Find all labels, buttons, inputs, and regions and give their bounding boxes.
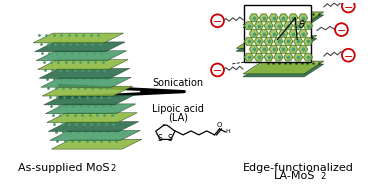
Circle shape (211, 64, 224, 76)
Text: Lipoic acid: Lipoic acid (152, 104, 204, 114)
FancyBboxPatch shape (244, 5, 311, 62)
Text: $-$: $-$ (336, 24, 347, 34)
Polygon shape (48, 122, 139, 131)
Polygon shape (254, 53, 263, 61)
Polygon shape (38, 60, 128, 69)
Text: $-$: $-$ (212, 15, 223, 25)
Text: H: H (225, 129, 230, 134)
Text: LA-MoS: LA-MoS (274, 171, 315, 181)
Polygon shape (249, 45, 258, 53)
Polygon shape (51, 139, 142, 149)
Polygon shape (236, 39, 317, 51)
Polygon shape (254, 22, 263, 30)
Polygon shape (299, 14, 308, 22)
Polygon shape (249, 14, 258, 22)
Polygon shape (33, 33, 124, 43)
Polygon shape (279, 14, 288, 22)
Polygon shape (243, 64, 324, 77)
Text: $\theta$: $\theta$ (298, 18, 306, 30)
Polygon shape (42, 86, 133, 96)
Polygon shape (259, 45, 268, 53)
Polygon shape (44, 95, 134, 105)
Polygon shape (284, 22, 293, 30)
Text: 2: 2 (110, 164, 116, 173)
Polygon shape (245, 53, 253, 61)
Text: As-supplied MoS: As-supplied MoS (19, 163, 110, 173)
Polygon shape (284, 38, 293, 45)
Polygon shape (243, 15, 324, 28)
Polygon shape (289, 45, 298, 53)
Text: 2: 2 (321, 172, 326, 181)
Polygon shape (236, 36, 317, 48)
Polygon shape (264, 53, 273, 61)
Text: $-$: $-$ (212, 65, 223, 74)
Polygon shape (243, 61, 324, 74)
Polygon shape (304, 38, 313, 45)
Polygon shape (284, 53, 293, 61)
Polygon shape (274, 22, 283, 30)
Circle shape (211, 14, 224, 27)
Polygon shape (249, 30, 258, 37)
Polygon shape (41, 77, 131, 87)
Polygon shape (269, 45, 278, 53)
Polygon shape (289, 14, 298, 22)
Polygon shape (304, 22, 313, 30)
Polygon shape (269, 30, 278, 37)
Polygon shape (299, 30, 308, 37)
Polygon shape (264, 22, 273, 30)
Polygon shape (279, 45, 288, 53)
Polygon shape (299, 45, 308, 53)
Polygon shape (259, 30, 268, 37)
Circle shape (342, 0, 355, 12)
Polygon shape (245, 22, 253, 30)
Text: Sonication: Sonication (153, 78, 204, 88)
Polygon shape (245, 38, 253, 45)
Circle shape (335, 23, 348, 36)
Polygon shape (243, 12, 324, 25)
Circle shape (342, 49, 355, 62)
Polygon shape (47, 113, 137, 122)
Polygon shape (279, 30, 288, 37)
Polygon shape (294, 38, 303, 45)
Polygon shape (35, 42, 125, 52)
Polygon shape (50, 131, 140, 140)
Polygon shape (294, 22, 303, 30)
Polygon shape (254, 38, 263, 45)
Polygon shape (304, 53, 313, 61)
Polygon shape (274, 38, 283, 45)
Polygon shape (45, 104, 136, 114)
Polygon shape (259, 14, 268, 22)
Text: S: S (157, 134, 162, 143)
Text: $-$: $-$ (343, 1, 353, 10)
Text: O: O (217, 122, 222, 128)
Polygon shape (264, 38, 273, 45)
Polygon shape (269, 14, 278, 22)
Text: Edge-functionalized: Edge-functionalized (243, 163, 353, 173)
Polygon shape (39, 68, 130, 78)
Text: (LA): (LA) (168, 112, 188, 122)
Text: $-$: $-$ (343, 50, 353, 60)
Polygon shape (36, 51, 127, 61)
Polygon shape (289, 30, 298, 37)
Text: S: S (168, 134, 173, 143)
Polygon shape (274, 53, 283, 61)
Polygon shape (294, 53, 303, 61)
